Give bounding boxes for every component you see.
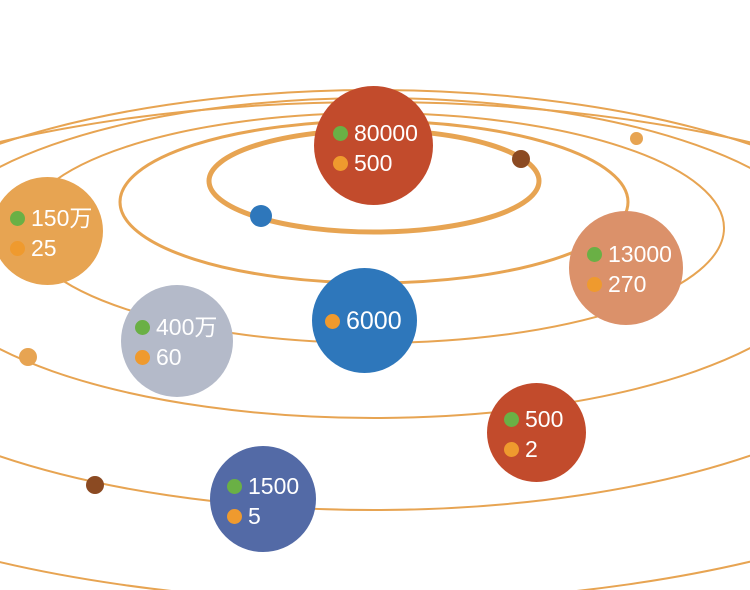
metric-value: 1500 bbox=[248, 473, 300, 499]
planet-top bbox=[314, 86, 433, 205]
metric-value: 2 bbox=[525, 436, 538, 462]
metric-value: 25 bbox=[31, 235, 57, 261]
orange-marker-icon bbox=[325, 314, 340, 329]
small-body-tan-left bbox=[19, 348, 37, 366]
metric-value: 60 bbox=[156, 344, 182, 370]
orange-marker-icon bbox=[587, 277, 602, 292]
planet-lower-right bbox=[487, 383, 586, 482]
metric-value: 5 bbox=[248, 503, 261, 529]
orange-marker-icon bbox=[504, 442, 519, 457]
planet-right-metric-1: 13000 bbox=[587, 243, 672, 266]
metric-value: 400万 bbox=[156, 314, 218, 340]
metric-value: 270 bbox=[608, 271, 647, 297]
planet-left-metric-2: 25 bbox=[10, 237, 57, 260]
orange-marker-icon bbox=[135, 350, 150, 365]
metric-value: 80000 bbox=[354, 120, 418, 146]
planet-bottom bbox=[210, 446, 316, 552]
small-body-tan-top-right bbox=[630, 132, 643, 145]
planet-mid-left-metric-1: 400万 bbox=[135, 316, 217, 339]
orange-marker-icon bbox=[10, 241, 25, 256]
planet-left-metric-1: 150万 bbox=[10, 207, 92, 230]
green-marker-icon bbox=[333, 126, 348, 141]
small-body-brown-top bbox=[512, 150, 530, 168]
green-marker-icon bbox=[10, 211, 25, 226]
metric-value: 500 bbox=[525, 406, 564, 432]
planet-right-metric-2: 270 bbox=[587, 273, 646, 296]
planet-mid-left bbox=[121, 285, 233, 397]
metric-value: 500 bbox=[354, 150, 393, 176]
metric-value: 13000 bbox=[608, 241, 672, 267]
planet-top-metric-2: 500 bbox=[333, 152, 392, 175]
green-marker-icon bbox=[227, 479, 242, 494]
green-marker-icon bbox=[135, 320, 150, 335]
planet-center-metric: 6000 bbox=[325, 309, 402, 334]
planet-lower-right-metric-1: 500 bbox=[504, 408, 563, 431]
metric-value: 6000 bbox=[346, 307, 402, 335]
planet-bottom-metric-1: 1500 bbox=[227, 475, 299, 498]
planet-top-metric-1: 80000 bbox=[333, 122, 418, 145]
planet-left bbox=[0, 177, 103, 285]
planet-right bbox=[569, 211, 683, 325]
small-body-blue bbox=[250, 205, 272, 227]
green-marker-icon bbox=[587, 247, 602, 262]
planet-mid-left-metric-2: 60 bbox=[135, 346, 182, 369]
planet-bottom-metric-2: 5 bbox=[227, 505, 261, 528]
small-body-brown-bottom bbox=[86, 476, 104, 494]
green-marker-icon bbox=[504, 412, 519, 427]
orange-marker-icon bbox=[333, 156, 348, 171]
metric-value: 150万 bbox=[31, 205, 93, 231]
orange-marker-icon bbox=[227, 509, 242, 524]
planet-lower-right-metric-2: 2 bbox=[504, 438, 538, 461]
